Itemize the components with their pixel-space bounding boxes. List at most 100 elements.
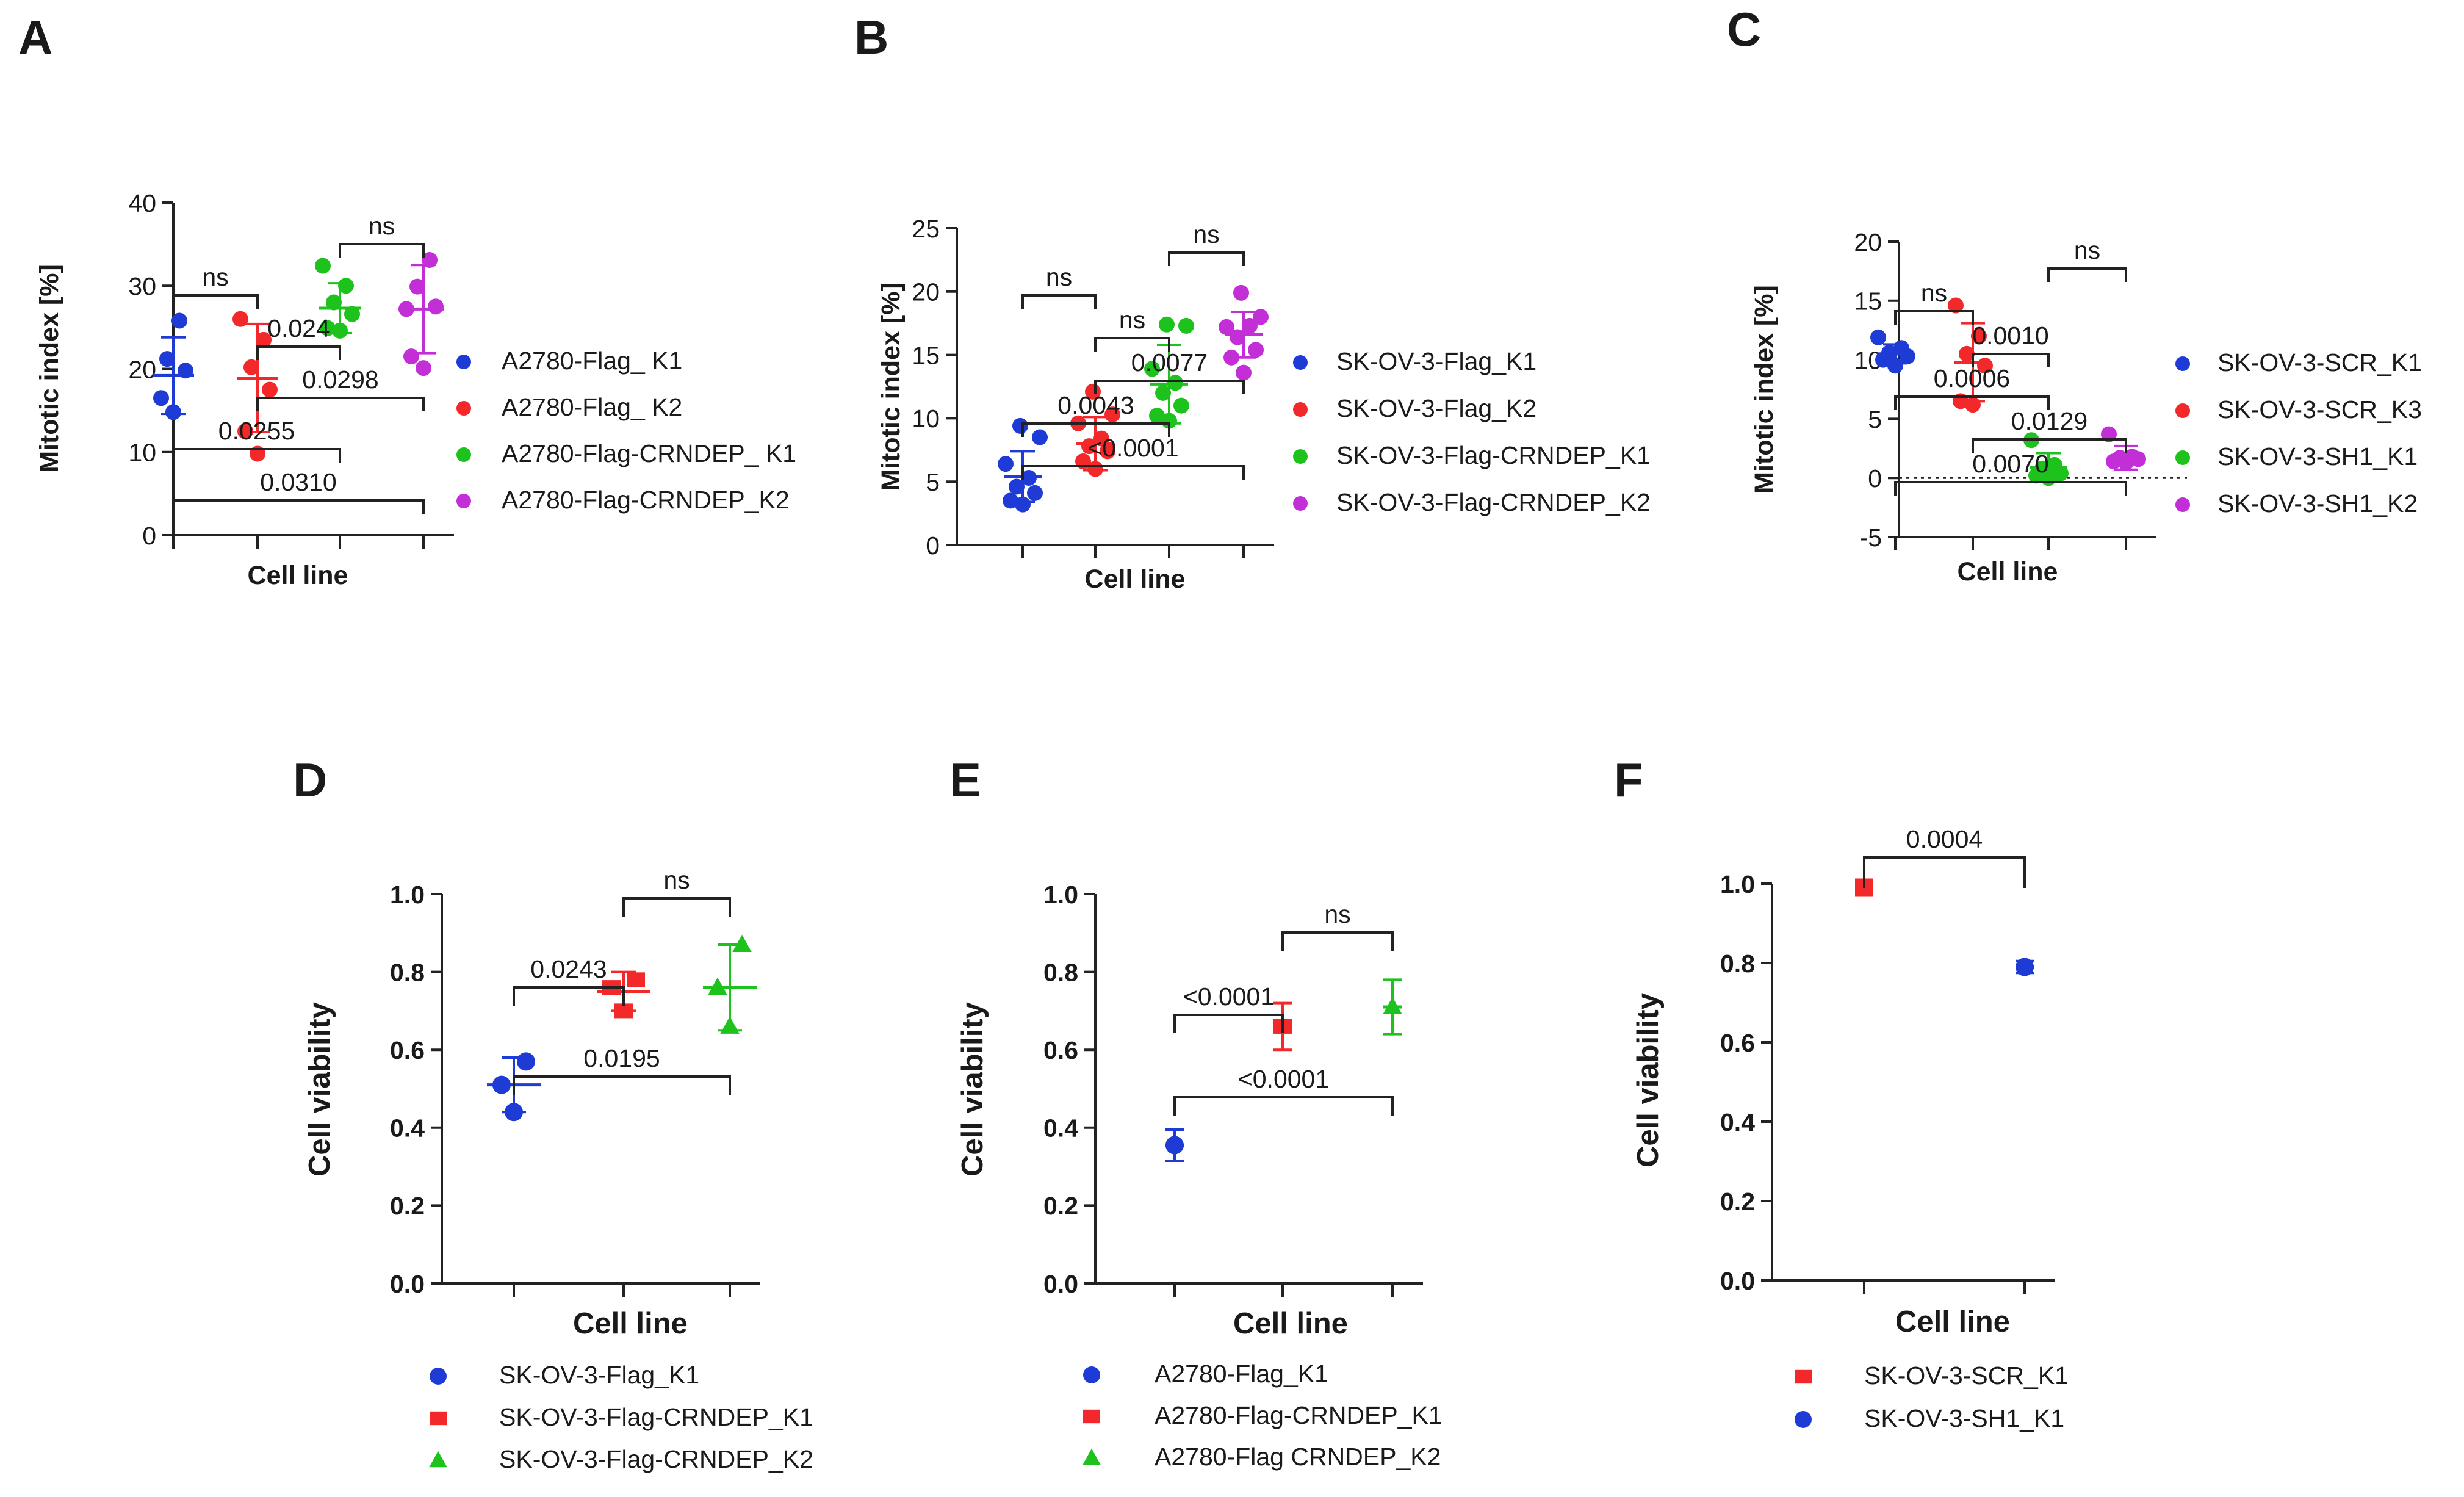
y-tick-label: 20	[128, 355, 156, 383]
data-point	[315, 258, 331, 274]
p-value-label: 0.0043	[1057, 391, 1134, 419]
significance-bracket: 0.0070	[1894, 450, 2127, 496]
data-point	[1009, 478, 1025, 495]
group-3	[703, 934, 757, 1034]
p-value-label: 0.0243	[530, 955, 607, 983]
y-tick-label: 0.2	[1043, 1192, 1078, 1220]
data-point	[159, 351, 175, 367]
bracket-line	[1094, 380, 1245, 394]
y-axis-title: Mitotic index [%]	[876, 283, 906, 491]
significance-bracket: 0.0195	[513, 1044, 731, 1095]
y-tick-label: 1.0	[1720, 870, 1755, 898]
legend-marker	[1083, 1366, 1100, 1383]
significance-bracket: <0.0001	[1173, 983, 1284, 1033]
data-point	[1881, 344, 1897, 361]
legend-marker	[430, 1368, 447, 1385]
p-value-label: ns	[1046, 263, 1072, 291]
y-tick-label: -5	[1860, 524, 1882, 552]
legend-entry: SK-OV-3-SH1_K1	[1864, 1404, 2064, 1432]
p-value-label: 0.0004	[1906, 825, 1983, 853]
data-point	[1870, 329, 1886, 345]
legend-entry: A2780-Flag_ K2	[502, 393, 682, 421]
y-tick-label: 0.8	[1720, 950, 1755, 978]
legend-marker	[1083, 1448, 1101, 1465]
legend-marker	[456, 401, 471, 416]
legend-marker	[1795, 1411, 1812, 1428]
legend-marker	[1083, 1409, 1100, 1424]
legend-entry: SK-OV-3-SH1_K1	[2217, 442, 2418, 471]
legend-marker	[1293, 355, 1308, 370]
panel-letter-d: D	[293, 753, 327, 807]
significance-bracket: 0.0006	[1894, 364, 2050, 410]
data-point	[1003, 492, 1018, 509]
y-axis-title: Mitotic index [%]	[35, 264, 64, 473]
data-point	[1242, 317, 1258, 334]
data-point	[256, 331, 272, 348]
data-point	[627, 972, 645, 987]
legend-marker	[429, 1451, 447, 1468]
data-point	[2016, 958, 2034, 976]
data-point	[1959, 345, 1975, 362]
bracket-line	[622, 897, 731, 917]
data-point	[1021, 469, 1037, 486]
panel-e: E 0.0 0.2 0.4 0.6 0.8 1.0 Cell viability Cell li…	[949, 753, 1443, 1471]
data-point	[2047, 456, 2062, 473]
y-tick-label: 0.4	[390, 1114, 425, 1142]
bracket-line	[1972, 438, 2127, 453]
y-tick-label: 1.0	[1043, 881, 1078, 909]
bracket-line	[513, 1075, 731, 1095]
p-value-label: 0.0195	[583, 1044, 660, 1072]
data-point	[1027, 485, 1043, 501]
group-3	[1383, 978, 1402, 1036]
data-point	[1887, 358, 1903, 374]
legend: A2780-Flag_ K1 A2780-Flag_ K2 A2780-Flag-C…	[456, 347, 796, 514]
p-value-label: ns	[2074, 236, 2100, 264]
legend-entry: SK-OV-3-Flag_K1	[1336, 347, 1536, 375]
p-value-label: ns	[1324, 900, 1350, 928]
data-point	[232, 311, 248, 327]
p-value-label: 0.0010	[1972, 322, 2048, 350]
group-1	[1870, 329, 1915, 374]
data-point	[1253, 309, 1269, 325]
significance-bracket: ns	[1281, 900, 1394, 951]
data-point	[1230, 329, 1245, 345]
x-axis-title: Cell line	[573, 1307, 688, 1340]
significance-bracket: ns	[1094, 306, 1170, 352]
significance-bracket: 0.0077	[1094, 348, 1245, 394]
data-point	[332, 322, 348, 339]
bracket-line	[1094, 337, 1170, 352]
data-point	[492, 1075, 511, 1094]
data-point	[422, 252, 438, 269]
y-tick-label: 15	[912, 341, 940, 369]
data-point	[1165, 1136, 1184, 1155]
y-tick-label: 0	[926, 532, 940, 560]
legend-entry: A2780-Flag-CRNDEP_ K1	[502, 439, 796, 467]
data-point	[165, 404, 181, 420]
significance-bracket: 0.024	[256, 314, 341, 360]
y-tick-label: 0.0	[390, 1270, 425, 1298]
y-tick-label: 0.2	[390, 1192, 425, 1220]
p-value-label: ns	[1921, 279, 1947, 307]
bracket-line	[1168, 251, 1245, 266]
data-point	[1085, 383, 1101, 400]
bracket-line	[1021, 465, 1245, 480]
group-2	[232, 311, 278, 462]
significance-bracket: 0.0310	[172, 468, 425, 514]
data-point	[1971, 328, 1987, 344]
y-tick-label: 0	[1868, 464, 1882, 492]
data-point	[326, 294, 342, 311]
data-point	[153, 390, 169, 406]
bracket-line	[1894, 310, 1974, 325]
p-value-label: 0.0077	[1131, 348, 1208, 377]
data-point	[428, 298, 444, 315]
data-point	[1223, 349, 1239, 366]
y-tick-label: 40	[128, 189, 156, 217]
y-tick-label: 0.4	[1720, 1108, 1755, 1136]
legend-entry: SK-OV-3-Flag-CRNDEP_K2	[1336, 488, 1651, 516]
data-point	[398, 301, 414, 317]
bracket-line	[1972, 353, 2050, 367]
x-axis-title: Cell line	[1085, 565, 1186, 594]
panel-b: B 0 5 10 15 20 25 Mitotic index [%] Cell line <0.…	[854, 10, 1651, 594]
data-point	[1178, 317, 1194, 334]
